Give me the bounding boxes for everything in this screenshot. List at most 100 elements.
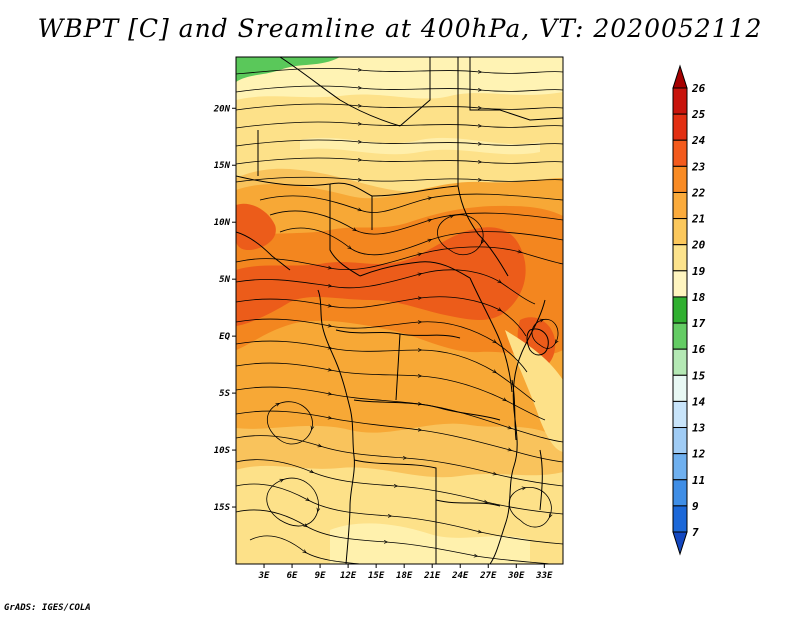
lon-tick-label: 27E: [479, 571, 497, 581]
coastline-west: [317, 289, 355, 564]
colorbar-segment: [672, 505, 688, 533]
chart-title: WBPT [C] and Sreamline at 400hPa, VT: 20…: [37, 14, 763, 43]
colorbar-label: 21: [691, 213, 705, 226]
colorbar-label: 13: [692, 422, 706, 435]
border: [395, 333, 401, 401]
lon-tick-label: 3E: [258, 571, 270, 581]
lon-tick-label: 18E: [396, 571, 413, 581]
lon-tick-label: 21E: [423, 571, 441, 581]
colorbar-segment: [672, 427, 688, 455]
streamline: [236, 176, 563, 183]
colorbar-segment: [672, 218, 688, 246]
colorbar-segment: [672, 348, 688, 376]
colorbar: 26 25 24 23 22 21 20 19 18 17 16 15 14 13 12 11 9 7: [672, 64, 706, 556]
lat-tick-label: EQ: [219, 332, 230, 342]
colorbar-label: 24: [691, 134, 706, 147]
lon-tick-label: 15E: [368, 571, 385, 581]
lat-tick-label: 20N: [213, 104, 231, 114]
streamline: [236, 296, 527, 337]
colorbar-label: 19: [692, 265, 706, 278]
border: [371, 57, 459, 197]
colorbar-segment: [672, 191, 688, 220]
border: [359, 261, 471, 279]
streamline-layer: [236, 68, 563, 564]
streamline: [236, 269, 536, 305]
colorbar-segment: [672, 400, 688, 429]
streamline: [269, 210, 563, 235]
border: [353, 459, 501, 507]
colorbar-segment: [672, 113, 688, 141]
lat-tick-label: 10S: [214, 446, 231, 456]
colorbar-top-arrow: [672, 64, 688, 89]
streamline: [236, 85, 563, 93]
latitude-axis: 20N 15N 10N 5N EQ 5S 10S 15S: [213, 104, 236, 513]
border: [279, 57, 401, 127]
colorbar-label: 7: [692, 526, 699, 539]
colorbar-segment: [672, 139, 688, 167]
colorbar-label: 16: [692, 343, 706, 356]
colorbar-label: 15: [692, 369, 706, 382]
colorbar-label: 14: [692, 395, 706, 408]
country-borders: [236, 57, 563, 564]
streamline-eddy: [266, 401, 312, 445]
streamline: [236, 121, 563, 129]
grads-credit: GrADS: IGES/COLA: [4, 603, 91, 613]
lat-tick-label: 15S: [214, 503, 231, 513]
coastline-east: [489, 299, 546, 564]
border: [236, 231, 291, 271]
colorbar-label: 22: [691, 186, 706, 199]
streamline-eddy: [437, 214, 483, 256]
lon-tick-label: 12E: [340, 571, 357, 581]
colorbar-label: 20: [691, 239, 706, 252]
lon-tick-label: 30E: [507, 571, 525, 581]
streamline: [236, 362, 546, 421]
colorbar-segment: [672, 296, 688, 324]
colorbar-label: 25: [691, 108, 706, 121]
border: [335, 329, 461, 339]
streamline: [236, 103, 563, 111]
lon-tick-label: 6E: [287, 571, 298, 581]
border: [469, 57, 563, 121]
wbpt-field-24-west: [236, 203, 276, 250]
colorbar-segment: [672, 244, 688, 272]
streamline: [249, 535, 361, 564]
colorbar-segment: [672, 479, 688, 507]
lat-tick-label: 5S: [219, 389, 230, 399]
border: [469, 277, 513, 393]
border: [457, 185, 509, 277]
colorbar-segment: [672, 374, 688, 402]
streamline: [236, 139, 563, 147]
colorbar-label: 9: [692, 500, 699, 513]
lake-victoria: [526, 328, 549, 356]
colorbar-label: 26: [691, 82, 706, 95]
lon-tick-label: 9E: [315, 571, 326, 581]
colorbar-segment: [672, 165, 688, 193]
streamline: [236, 246, 563, 271]
colorbar-bottom-arrow: [672, 531, 688, 556]
border: [399, 57, 431, 127]
lat-tick-label: 5N: [219, 275, 230, 285]
colorbar-label: 23: [691, 160, 706, 173]
colorbar-label: 11: [692, 474, 705, 487]
colorbar-label: 18: [692, 291, 706, 304]
wbpt-field-20-east-highland: [505, 330, 563, 452]
lake-malawi: [539, 449, 543, 511]
map-frame: [235, 56, 564, 565]
colorbar-label: 12: [692, 448, 706, 461]
border: [329, 184, 361, 277]
colorbar-segment: [672, 453, 688, 481]
lon-tick-label: 24E: [451, 571, 469, 581]
wbpt-field-17-corner: [236, 57, 340, 82]
colorbar-segment: [672, 87, 688, 115]
colorbar-segment: [672, 322, 688, 350]
streamline: [236, 157, 563, 165]
lat-tick-label: 15N: [214, 161, 231, 171]
colorbar-label: 17: [692, 317, 706, 330]
border: [353, 399, 501, 421]
lon-tick-label: 33E: [535, 571, 553, 581]
streamline: [259, 193, 563, 213]
colorbar-segment: [672, 270, 688, 298]
streamline: [236, 68, 563, 75]
lat-tick-label: 10N: [214, 218, 231, 228]
